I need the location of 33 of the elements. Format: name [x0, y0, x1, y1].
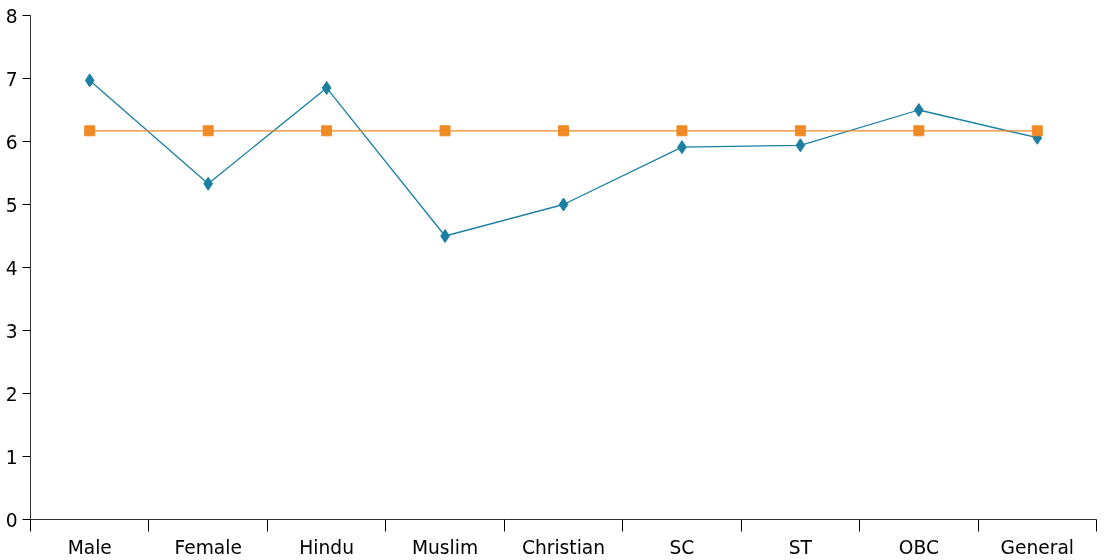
point [202, 125, 214, 137]
x-tick-label: Muslim [411, 536, 479, 558]
x-tick-label: Christian [521, 536, 606, 558]
y-tick-label: 3 [5, 320, 18, 342]
x-tick-label: Hindu [299, 536, 354, 558]
y-tick-label: 6 [5, 131, 18, 153]
x-tick-label: OBC [898, 536, 939, 558]
y-tick-label: 5 [5, 194, 18, 216]
point [1031, 125, 1043, 137]
point [558, 125, 569, 137]
x-tick-label: Male [67, 536, 112, 558]
point [321, 125, 333, 137]
x-tick-label: ST [788, 536, 813, 558]
y-tick-label: 1 [5, 446, 18, 468]
point [440, 229, 450, 243]
y-tick-label: 8 [5, 5, 18, 27]
y-tick-label: 0 [5, 509, 18, 531]
point [913, 125, 925, 137]
point [439, 125, 451, 137]
y-tick-label: 7 [5, 68, 18, 90]
point [914, 103, 924, 117]
x-tick-label: SC [669, 536, 695, 558]
point [795, 138, 806, 153]
point [84, 125, 96, 137]
point [794, 125, 806, 137]
y-tick-label: 2 [5, 383, 18, 405]
y-tick-label: 4 [5, 257, 18, 279]
point [321, 80, 332, 95]
point [84, 73, 95, 88]
x-tick-label: General [1000, 536, 1075, 558]
point [676, 125, 688, 137]
point [558, 197, 569, 212]
x-tick-label: Female [174, 536, 242, 558]
